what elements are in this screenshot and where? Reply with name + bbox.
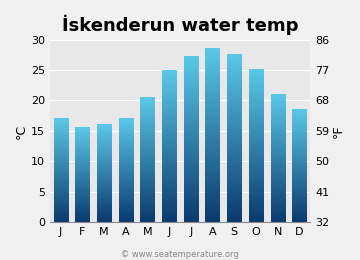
Title: İskenderun water temp: İskenderun water temp (62, 15, 298, 35)
Y-axis label: °C: °C (15, 124, 28, 139)
Y-axis label: °F: °F (332, 124, 345, 138)
Text: © www.seatemperature.org: © www.seatemperature.org (121, 250, 239, 259)
